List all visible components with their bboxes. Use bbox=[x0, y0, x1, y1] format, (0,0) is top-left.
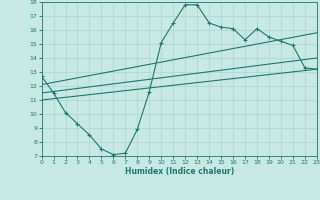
X-axis label: Humidex (Indice chaleur): Humidex (Indice chaleur) bbox=[124, 167, 234, 176]
